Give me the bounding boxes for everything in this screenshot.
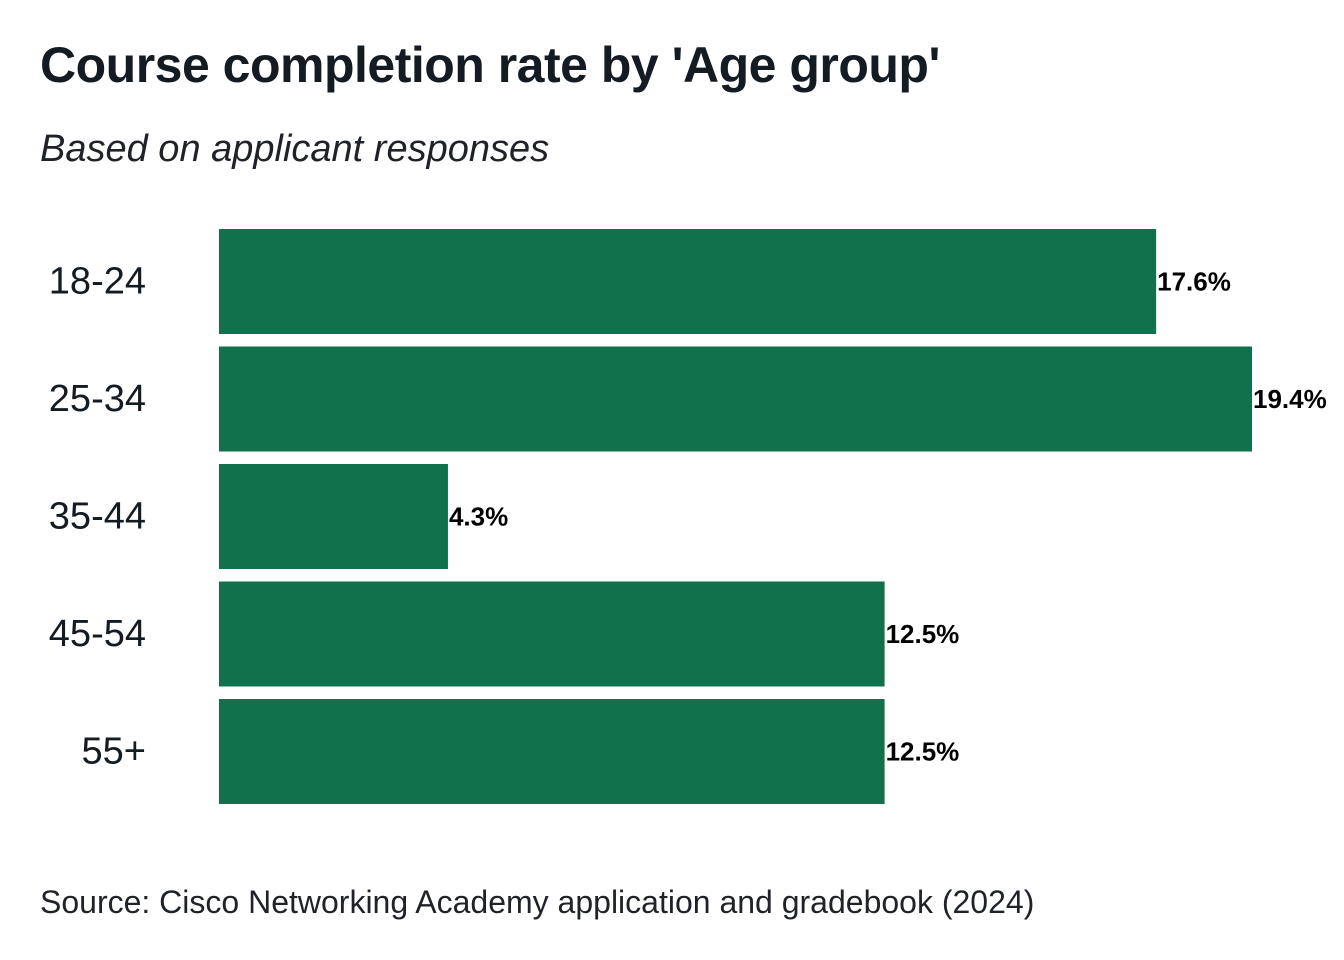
value-label-18-24: 17.6% <box>1157 267 1231 297</box>
chart-title: Course completion rate by 'Age group' <box>40 37 940 93</box>
category-label-25-34: 25-34 <box>49 378 146 420</box>
bar-25-34 <box>219 346 1252 452</box>
value-label-45-54: 12.5% <box>886 619 960 649</box>
value-label-55+: 12.5% <box>886 737 960 767</box>
chart-subtitle: Based on applicant responses <box>40 128 550 170</box>
source-note: Source: Cisco Networking Academy applica… <box>40 884 1035 920</box>
category-label-55+: 55+ <box>82 731 146 773</box>
bar-55+ <box>219 699 885 804</box>
bar-35-44 <box>219 464 448 569</box>
value-label-25-34: 19.4% <box>1253 384 1327 414</box>
category-label-18-24: 18-24 <box>49 261 146 303</box>
value-label-35-44: 4.3% <box>449 502 508 532</box>
bar-45-54 <box>219 581 885 687</box>
category-label-45-54: 45-54 <box>49 613 146 655</box>
bar-18-24 <box>219 229 1157 334</box>
category-label-35-44: 35-44 <box>49 496 146 538</box>
